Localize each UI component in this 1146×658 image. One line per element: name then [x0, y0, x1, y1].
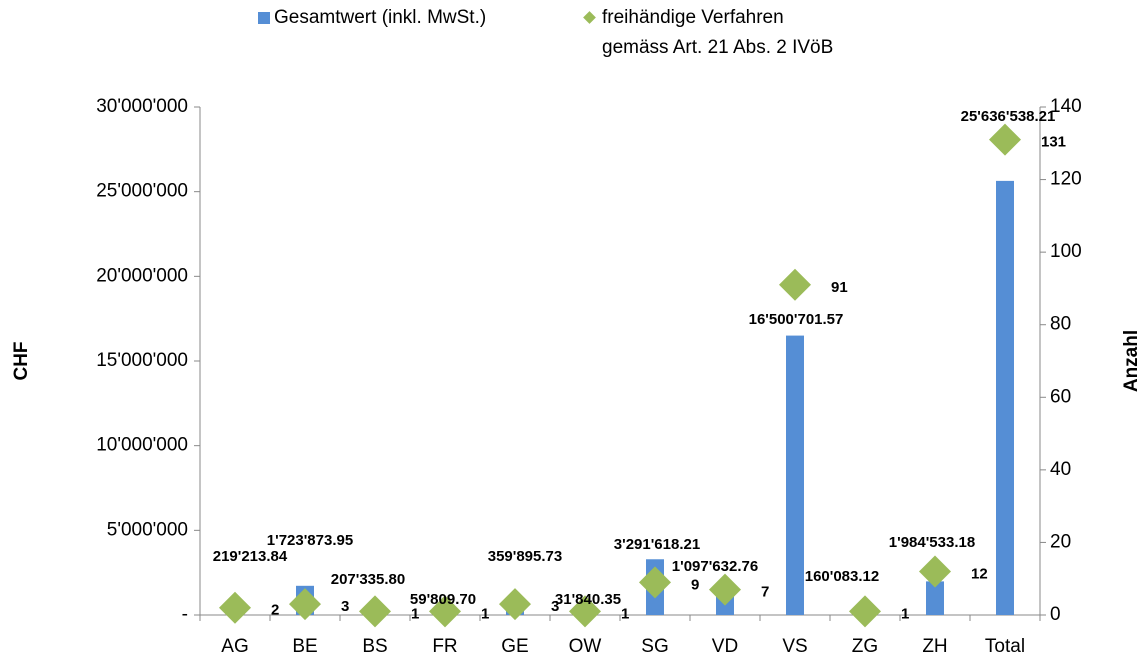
y-tick-label: 5'000'000: [107, 519, 188, 540]
bar-value-label: 207'335.80: [331, 571, 405, 588]
y2-tick-label: 120: [1050, 169, 1082, 190]
diamond: [639, 566, 671, 599]
y-tick-label: 20'000'000: [96, 265, 188, 286]
bar-value-label: 31'840.35: [555, 591, 621, 608]
y2-tick-label: 60: [1050, 386, 1071, 407]
x-tick-label: BE: [292, 636, 317, 657]
bar: [996, 180, 1014, 616]
bar-value-label: 160'083.12: [805, 568, 879, 585]
scatter-value-label: 1: [481, 605, 489, 622]
legend-label: freihändige Verfahren gemäss Art. 21 Abs…: [602, 7, 834, 58]
diamond: [219, 591, 251, 624]
legend-label: Gesamtwert (inkl. MwSt.): [274, 7, 487, 28]
bar-value-label: 1'723'873.95: [267, 532, 353, 549]
legend-swatch: [258, 11, 270, 24]
y-axis-label: CHF: [11, 341, 32, 380]
bar-value-label: 1'984'533.18: [889, 534, 975, 551]
x-tick-label: Total: [985, 636, 1025, 657]
scatter-value-label: 3: [551, 598, 559, 615]
diamond: [919, 555, 951, 588]
bar-value-label: 59'809.70: [410, 591, 476, 608]
bar: [786, 335, 804, 615]
diamond: [499, 588, 531, 621]
scatter-value-label: 12: [971, 565, 988, 582]
scatter-value-label: 2: [271, 602, 279, 619]
diamond: [849, 595, 881, 628]
bar-value-label: 1'097'632.76: [672, 558, 758, 575]
y-tick-label: 30'000'000: [96, 96, 188, 117]
x-tick-label: VD: [712, 636, 738, 657]
diamond: [429, 595, 461, 628]
diamond: [989, 123, 1021, 156]
scatter-value-label: 1: [411, 605, 419, 622]
bar: [926, 581, 944, 615]
y-tick-label: -: [182, 604, 188, 625]
diamond: [709, 573, 741, 606]
bar-value-label: 219'213.84: [213, 548, 288, 565]
y-tick-label: 25'000'000: [96, 181, 188, 202]
x-tick-label: BS: [362, 636, 387, 657]
x-tick-label: FR: [432, 636, 457, 657]
legend-item: freihändige Verfahren gemäss Art. 21 Abs…: [582, 3, 833, 63]
y2-tick-label: 80: [1050, 314, 1071, 335]
x-tick-label: SG: [641, 636, 668, 657]
legend-marker: [583, 11, 596, 24]
legend-swatch: [583, 11, 596, 24]
diamond: [289, 588, 321, 621]
legend-item: Gesamtwert (inkl. MwSt.): [258, 3, 486, 33]
bar-value-label: 16'500'701.57: [749, 311, 844, 328]
bar-value-label: 25'636'538.21: [961, 108, 1056, 125]
x-tick-label: ZH: [922, 636, 947, 657]
x-tick-label: AG: [221, 636, 248, 657]
y2-tick-label: 20: [1050, 531, 1071, 552]
scatter-value-label: 1: [621, 605, 629, 622]
y2-tick-label: 100: [1050, 241, 1082, 262]
y-tick-label: 15'000'000: [96, 350, 188, 371]
y2-tick-label: 0: [1050, 604, 1061, 625]
x-tick-label: VS: [782, 636, 807, 657]
diamond: [359, 595, 391, 628]
scatter-value-label: 7: [761, 584, 769, 601]
bar-value-label: 3'291'618.21: [614, 536, 700, 553]
y2-tick-label: 40: [1050, 459, 1071, 480]
diamond: [779, 268, 811, 301]
x-tick-label: ZG: [852, 636, 878, 657]
bar-value-label: 359'895.73: [488, 548, 562, 565]
y2-tick-label: 140: [1050, 96, 1082, 117]
scatter-value-label: 3: [341, 598, 349, 615]
y-tick-label: 10'000'000: [96, 435, 188, 456]
x-tick-label: GE: [501, 636, 528, 657]
scatter-value-label: 131: [1041, 134, 1066, 151]
scatter-value-label: 1: [901, 605, 909, 622]
y2-axis-label: Anzahl: [1121, 330, 1142, 392]
scatter-value-label: 9: [691, 576, 699, 593]
diamond: [569, 595, 601, 628]
x-tick-label: OW: [569, 636, 602, 657]
scatter-value-label: 91: [831, 279, 848, 296]
